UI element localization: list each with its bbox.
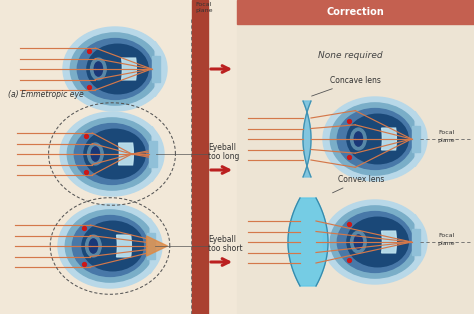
Polygon shape (303, 101, 311, 177)
Polygon shape (382, 231, 396, 253)
Ellipse shape (70, 33, 160, 105)
Ellipse shape (58, 204, 162, 288)
Text: Focal: Focal (438, 130, 455, 135)
Ellipse shape (330, 206, 419, 278)
Polygon shape (121, 58, 137, 80)
Text: Correction: Correction (326, 7, 384, 17)
Ellipse shape (88, 143, 103, 165)
Polygon shape (382, 128, 396, 150)
Ellipse shape (67, 118, 157, 190)
Ellipse shape (354, 235, 363, 249)
Text: Eyeball: Eyeball (208, 143, 236, 152)
Ellipse shape (73, 215, 148, 276)
Text: plane: plane (195, 8, 212, 13)
Ellipse shape (63, 27, 167, 111)
Ellipse shape (84, 129, 145, 179)
Bar (237, 0, 474, 24)
Polygon shape (288, 198, 328, 286)
Text: Focal: Focal (438, 233, 455, 238)
Bar (152, 56, 160, 83)
Polygon shape (117, 235, 131, 257)
Bar (237, 0, 474, 314)
Polygon shape (150, 219, 157, 273)
Text: Focal: Focal (195, 2, 211, 7)
Ellipse shape (330, 103, 419, 175)
Ellipse shape (74, 123, 150, 184)
Text: plane: plane (438, 241, 455, 246)
Ellipse shape (347, 217, 408, 267)
Ellipse shape (323, 97, 427, 181)
Ellipse shape (351, 128, 366, 150)
Ellipse shape (87, 44, 148, 94)
Bar (411, 126, 419, 152)
Ellipse shape (337, 212, 413, 273)
Text: Eyeball: Eyeball (208, 235, 236, 244)
Ellipse shape (91, 147, 100, 161)
Polygon shape (415, 214, 422, 269)
Ellipse shape (94, 62, 102, 76)
Text: Concave lens: Concave lens (311, 76, 381, 96)
Ellipse shape (91, 58, 106, 80)
Ellipse shape (65, 210, 155, 282)
Ellipse shape (354, 132, 363, 146)
Polygon shape (415, 111, 422, 166)
Ellipse shape (351, 231, 366, 253)
Text: plane: plane (438, 138, 455, 143)
Bar (148, 141, 156, 167)
Polygon shape (152, 127, 159, 181)
Text: Convex lens: Convex lens (333, 175, 384, 193)
Ellipse shape (82, 221, 143, 271)
Text: (a) Emmetropic eye: (a) Emmetropic eye (8, 90, 84, 99)
Text: too long: too long (208, 152, 239, 161)
Bar (192, 0, 208, 314)
Ellipse shape (323, 200, 427, 284)
Polygon shape (146, 236, 167, 256)
Ellipse shape (60, 112, 164, 196)
Polygon shape (155, 41, 162, 96)
Ellipse shape (86, 235, 101, 257)
Bar (411, 229, 419, 256)
Ellipse shape (89, 239, 98, 253)
Ellipse shape (77, 39, 153, 100)
Bar (0, 0, 237, 314)
Polygon shape (118, 143, 133, 165)
Text: None required: None required (318, 51, 383, 61)
Ellipse shape (347, 114, 408, 164)
Ellipse shape (337, 109, 413, 170)
Text: too short: too short (208, 244, 243, 253)
Bar (146, 233, 155, 259)
